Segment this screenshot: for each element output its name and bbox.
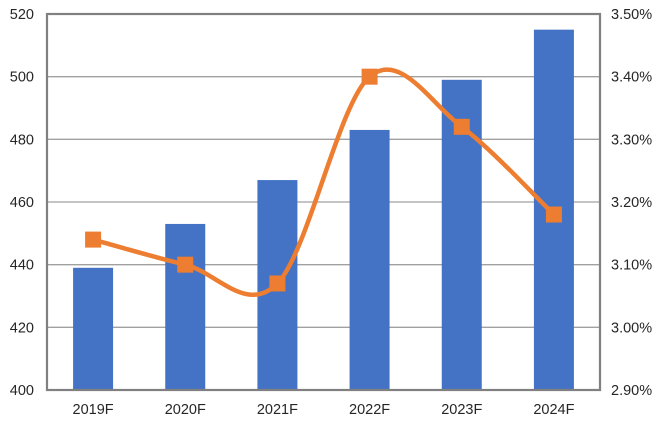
x-axis-label-2023F: 2023F [441, 402, 482, 418]
line-marker-2024F [545, 206, 562, 223]
plot-border [45, 12, 602, 392]
right-axis-tick-label: 3.10% [611, 258, 652, 274]
x-axis-label-2022F: 2022F [349, 402, 390, 418]
right-axis-tick-label: 3.20% [611, 195, 652, 211]
bar-2020F [165, 223, 206, 390]
line-marker-2022F [361, 68, 378, 85]
line-marker-2021F [269, 275, 286, 292]
left-axis-tick-label: 520 [10, 7, 34, 23]
right-axis-tick-label: 2.90% [611, 383, 652, 399]
line-marker-2019F [85, 231, 102, 248]
right-axis-tick-label: 3.50% [611, 7, 652, 23]
x-axis-label-2021F: 2021F [257, 402, 298, 418]
left-axis-tick-label: 400 [10, 383, 34, 399]
left-axis-tick-label: 480 [10, 132, 34, 148]
left-axis-tick-label: 440 [10, 258, 34, 274]
left-axis-tick-label: 500 [10, 70, 34, 86]
x-axis-label-2024F: 2024F [533, 402, 574, 418]
bar-2022F [349, 129, 390, 390]
x-axis-label-2019F: 2019F [73, 402, 114, 418]
right-axis-tick-label: 3.30% [611, 132, 652, 148]
right-axis-tick-label: 3.40% [611, 70, 652, 86]
growth-line [90, 67, 557, 298]
right-axis-tick-label: 3.00% [611, 320, 652, 336]
line-marker-2023F [453, 118, 470, 135]
x-axis-label-2020F: 2020F [165, 402, 206, 418]
line-marker-2020F [177, 256, 194, 273]
left-axis-tick-label: 420 [10, 320, 34, 336]
bar-2019F [73, 267, 114, 390]
left-axis-tick-label: 460 [10, 195, 34, 211]
